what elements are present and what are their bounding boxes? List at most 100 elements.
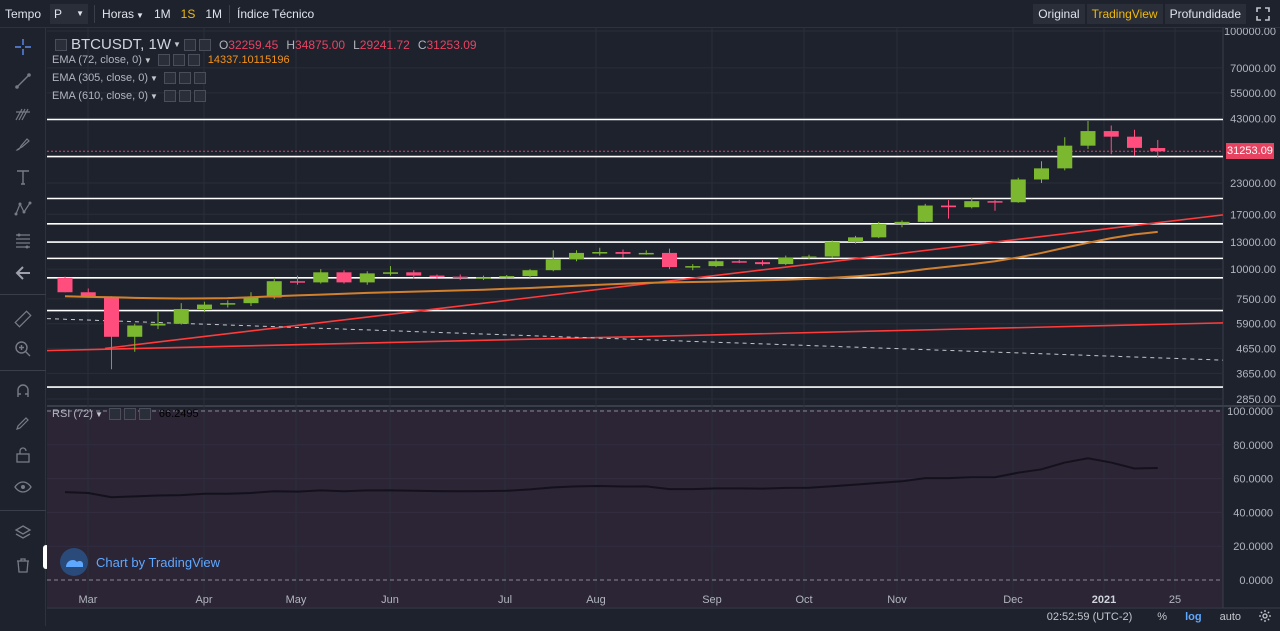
ruler-icon[interactable] (10, 306, 36, 332)
toolbar-divider (229, 4, 230, 23)
lock-icon[interactable] (10, 442, 36, 468)
time-axis-label: Mar (79, 594, 98, 606)
ema610-settings-button[interactable] (178, 90, 191, 102)
crosshair-icon[interactable] (10, 34, 36, 60)
zoom-icon[interactable] (10, 336, 36, 362)
interval-1m[interactable]: 1M (153, 6, 171, 21)
rsi-legend: RSI (72) ▼ 66.2495 (52, 408, 199, 420)
chart-type-select[interactable]: P ▼ (50, 3, 89, 24)
magnet-icon[interactable] (10, 378, 36, 404)
interval-select[interactable]: Horas ▼ (97, 0, 149, 28)
clock-readout[interactable]: 02:52:59 (UTC-2) (1046, 611, 1133, 623)
horizontal-levels (47, 118, 1223, 388)
brush-icon[interactable] (10, 132, 36, 158)
log-toggle[interactable]: log (1185, 611, 1202, 623)
candle-body (173, 309, 189, 324)
collapse-legend-button[interactable] (55, 38, 67, 51)
fibonacci-icon[interactable] (10, 228, 36, 254)
candle-body (1010, 179, 1026, 203)
candle-body (871, 223, 887, 238)
eye-icon[interactable] (10, 474, 36, 500)
candle-body (987, 201, 1003, 203)
sidebar-scroll-handle[interactable] (43, 545, 49, 569)
current-price-tag: 31253.09 (1226, 143, 1274, 159)
open-key: O (218, 37, 229, 52)
time-axis-labels: Mar Apr May Jun Jul Aug Sep Oct Nov Dec 2021 25 (79, 594, 1182, 606)
price-axis-label: 10000.00 (1230, 264, 1276, 276)
symbol-settings-button[interactable] (183, 38, 196, 51)
ema72-label[interactable]: EMA (72, close, 0) (52, 54, 142, 66)
candle-body (1127, 136, 1142, 148)
stay-drawing-icon[interactable] (10, 410, 36, 436)
ema610-remove-button[interactable] (193, 90, 206, 102)
rsi-remove-button[interactable] (138, 408, 151, 420)
candle-body (824, 242, 840, 257)
time-axis-label: Sep (702, 594, 722, 606)
candle-body (755, 262, 770, 265)
candle-body (127, 325, 143, 337)
candle-body (801, 256, 817, 259)
back-arrow-icon[interactable] (10, 260, 36, 286)
candle-body (592, 252, 608, 254)
rsi-axis-labels: 100.0000 80.0000 60.0000 40.0000 20.0000 0.00… (1227, 406, 1273, 587)
candle-body (243, 297, 259, 304)
ema72-remove-button[interactable] (187, 54, 200, 66)
candle-body (894, 221, 910, 224)
chevron-down-icon: ▼ (143, 55, 152, 65)
percent-toggle[interactable]: % (1157, 611, 1168, 623)
pattern-icon[interactable] (10, 196, 36, 222)
view-original[interactable]: Original (1033, 3, 1085, 24)
candle-body (1034, 168, 1049, 180)
chart-svg[interactable]: 100000.00 70000.00 55000.00 43000.00 23000.0… (46, 26, 1280, 626)
interval-1s[interactable]: 1S (180, 6, 196, 21)
chevron-down-icon: ▼ (150, 73, 158, 83)
ema305-label[interactable]: EMA (305, close, 0) (52, 72, 148, 84)
view-tradingview[interactable]: TradingView (1086, 3, 1163, 24)
candle-body (615, 252, 631, 254)
ema610-visibility-button[interactable] (163, 90, 176, 102)
view-depth[interactable]: Profundidade (1164, 3, 1246, 24)
price-axis-label: 13000.00 (1230, 237, 1276, 249)
rsi-label[interactable]: RSI (72) (52, 408, 93, 420)
symbol-hide-button[interactable] (198, 38, 211, 51)
trend-line-icon[interactable] (10, 68, 36, 94)
sidebar-divider (0, 294, 46, 295)
low-key: L (353, 37, 360, 52)
price-axis-label: 3650.00 (1236, 368, 1276, 380)
layers-icon[interactable] (10, 520, 36, 546)
symbol-title[interactable]: BTCUSDT, 1W (71, 36, 172, 53)
candle-body (313, 272, 329, 283)
pitchfork-icon[interactable] (10, 100, 36, 126)
candle-body (197, 304, 212, 310)
candle-body (57, 277, 73, 293)
trash-icon[interactable] (10, 552, 36, 578)
ema72-visibility-button[interactable] (157, 54, 170, 66)
ema305-visibility-button[interactable] (163, 72, 176, 84)
gear-icon[interactable] (1250, 609, 1280, 625)
chart-area[interactable]: 100000.00 70000.00 55000.00 43000.00 23000.0… (46, 26, 1280, 626)
fullscreen-icon[interactable] (1246, 0, 1280, 28)
rsi-visibility-button[interactable] (108, 408, 121, 420)
status-bar: 02:52:59 (UTC-2) % log auto (1047, 608, 1280, 626)
price-axis-label: 100000.00 (1224, 28, 1276, 38)
ema305-settings-button[interactable] (178, 72, 191, 84)
time-axis-label: 25 (1169, 594, 1181, 606)
price-axis-label: 70000.00 (1230, 63, 1276, 75)
candle-body (80, 292, 96, 297)
interval-1m-alt[interactable]: 1M (205, 6, 222, 21)
main-legend: BTCUSDT, 1W ▼ O 32259.45 H 34875.00 L 29241.… (52, 36, 477, 53)
candle-body (429, 275, 445, 278)
auto-toggle[interactable]: auto (1219, 611, 1241, 623)
ema72-settings-button[interactable] (172, 54, 185, 66)
tradingview-branding[interactable]: Chart by TradingView (60, 548, 220, 576)
ema305-remove-button[interactable] (193, 72, 206, 84)
ema610-label[interactable]: EMA (610, close, 0) (52, 90, 148, 102)
price-axis-label: 43000.00 (1230, 113, 1276, 125)
indicators-button[interactable]: Índice Técnico (237, 6, 315, 21)
rsi-settings-button[interactable] (123, 408, 136, 420)
candle-body (476, 277, 491, 279)
top-toolbar: Tempo P ▼ Horas ▼ 1M 1S 1M Índice Técnico … (0, 0, 1280, 28)
candle-body (336, 272, 352, 283)
rsi-axis-label: 40.0000 (1233, 507, 1273, 519)
text-icon[interactable] (10, 164, 36, 190)
